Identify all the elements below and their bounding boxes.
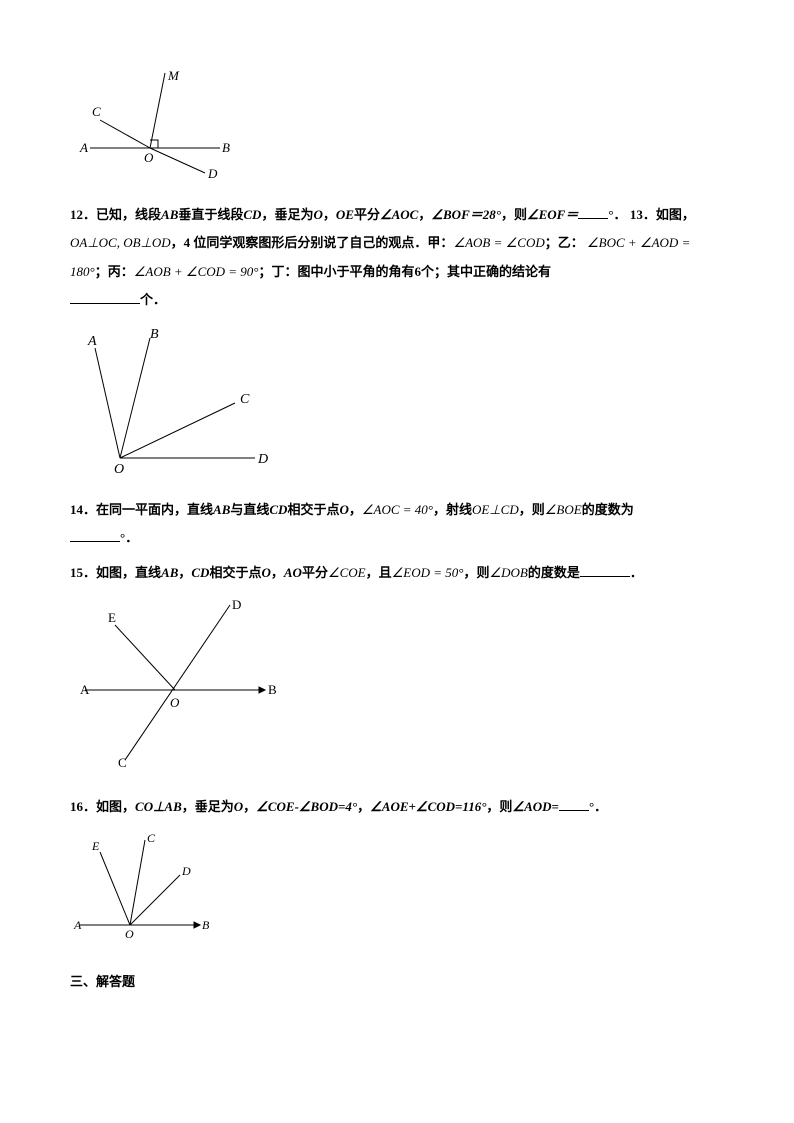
diagram-11: M C A B D O (70, 68, 724, 189)
label-C: C (147, 831, 156, 845)
label-B: B (268, 682, 277, 697)
label-A: A (87, 334, 97, 349)
diagram-16: E C D A B O (70, 830, 724, 951)
label-A: A (73, 918, 82, 932)
label-M: M (167, 68, 180, 83)
section-3-heading: 三、解答题 (70, 968, 724, 997)
question-15: 15．如图，直线AB，CD相交于点O，AO平分∠COE，且∠EOD = 50°，… (70, 559, 724, 588)
label-C: C (92, 104, 101, 119)
label-E: E (108, 610, 116, 625)
label-D: D (181, 864, 191, 878)
question-16: 16．如图，CO⊥AB，垂足为O，∠COE-∠BOD=4°，∠AOE+∠COD=… (70, 793, 724, 822)
label-C: C (118, 755, 127, 770)
blank-12 (578, 205, 608, 219)
blank-14 (70, 528, 120, 542)
diagram-15: E D A B C O (70, 595, 724, 781)
label-D: D (232, 597, 241, 612)
label-O: O (125, 927, 134, 940)
q16-num: 16． (70, 799, 96, 814)
label-B: B (202, 918, 210, 932)
label-D: D (257, 452, 268, 467)
label-O: O (114, 462, 124, 473)
question-14: 14．在同一平面内，直线AB与直线CD相交于点O，∠AOC = 40°，射线OE… (70, 496, 724, 553)
label-O: O (170, 695, 180, 710)
label-C: C (240, 392, 250, 407)
diagram-13: A B C D O (70, 323, 724, 484)
label-A: A (80, 682, 90, 697)
q12-num: 12． (70, 207, 96, 222)
label-O: O (144, 150, 154, 165)
blank-13 (70, 290, 140, 304)
blank-16 (559, 797, 589, 811)
label-B: B (222, 140, 230, 155)
label-E: E (91, 839, 100, 853)
q15-num: 15． (70, 565, 96, 580)
q13-num: 13． (630, 207, 656, 222)
label-B: B (150, 327, 159, 342)
label-D: D (207, 166, 218, 178)
blank-15 (580, 563, 630, 577)
q14-num: 14． (70, 502, 96, 517)
label-A: A (79, 140, 88, 155)
question-12-13: 12．已知，线段AB垂直于线段CD，垂足为O，OE平分∠AOC，∠BOF＝28°… (70, 201, 724, 315)
